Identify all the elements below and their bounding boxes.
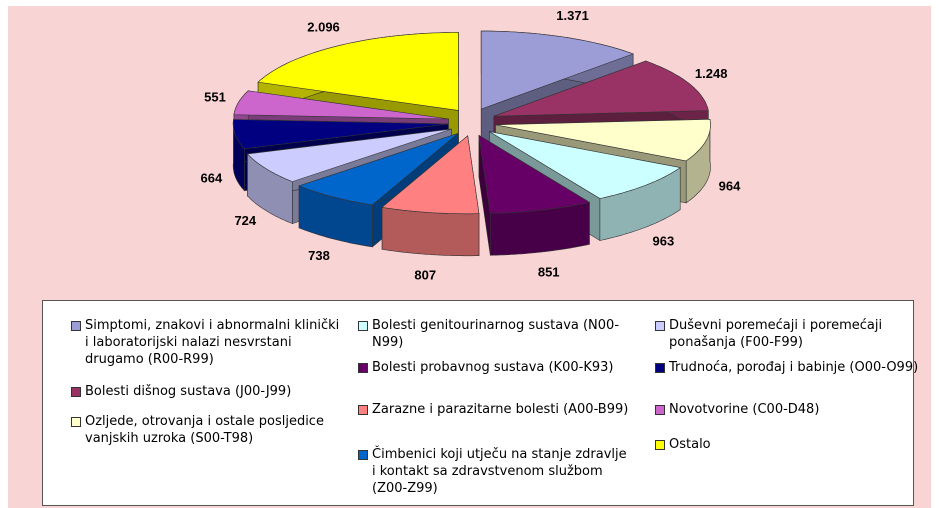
legend-swatch	[655, 321, 665, 331]
legend-label: Novotvorine (C00-D48)	[669, 402, 820, 417]
legend-item: Novotvorine (C00-D48)	[655, 401, 919, 418]
legend-label: Duševni poremećaji i poremećaji ponašanj…	[669, 318, 883, 350]
legend-item: Zarazne i parazitarne bolesti (A00-B99)	[358, 401, 632, 418]
legend-swatch	[358, 450, 368, 460]
slice-top	[493, 60, 709, 117]
legend-item: Bolesti dišnog sustava (J00-J99)	[71, 383, 340, 400]
legend-swatch	[358, 321, 368, 331]
data-label: 724	[234, 213, 256, 228]
chart: 1.371 1.248 964 963 851 807 738 724 664 551 2.096	[201, 8, 742, 283]
legend-item: Duševni poremećaji i poremećaji ponašanj…	[655, 317, 919, 351]
legend-item: Bolesti genitourinarnog sustava (N00-N99…	[358, 317, 632, 351]
legend-label: Ostalo	[669, 437, 711, 452]
slice-top	[246, 128, 452, 182]
slice-top	[495, 118, 711, 162]
legend-label: Ozljede, otrovanja i ostale posljedice v…	[85, 414, 324, 446]
data-label: 738	[308, 248, 330, 263]
legend-label: Trudnoća, porođaj i babinje (O00-O99)	[669, 360, 919, 375]
legend-item: Trudnoća, porođaj i babinje (O00-O99)	[655, 359, 919, 376]
legend-swatch	[71, 417, 81, 427]
legend-item: Bolesti probavnog sustava (K00-K93)	[358, 359, 632, 376]
data-label: 851	[538, 264, 560, 279]
slice-top	[381, 135, 480, 215]
legend-swatch	[71, 387, 81, 397]
slice-wall	[381, 206, 480, 257]
data-label: 551	[204, 89, 226, 104]
slice-top	[233, 90, 449, 120]
legend-item: Ostalo	[655, 436, 919, 453]
data-label: 1.371	[556, 8, 589, 23]
data-label: 807	[414, 268, 436, 283]
legend-item: Simptomi, znakovi i abnormalni klinički …	[71, 317, 340, 368]
slice-top	[298, 133, 459, 206]
legend-swatch	[71, 321, 81, 331]
slice-top	[478, 134, 591, 214]
legend: Simptomi, znakovi i abnormalni klinički …	[42, 300, 918, 506]
pie-slice	[381, 135, 480, 257]
legend-label: Bolesti probavnog sustava (K00-K93)	[372, 360, 614, 375]
legend-swatch	[655, 440, 665, 450]
legend-label: Zarazne i parazitarne bolesti (A00-B99)	[372, 402, 629, 417]
legend-label: Čimbenici koji utječu na stanje zdravlje…	[372, 447, 627, 496]
data-label: 1.248	[695, 66, 728, 81]
legend-swatch	[358, 363, 368, 373]
data-label: 2.096	[307, 19, 340, 34]
legend-label: Simptomi, znakovi i abnormalni klinički …	[85, 318, 340, 367]
legend-item: Čimbenici koji utječu na stanje zdravlje…	[358, 446, 632, 497]
legend-swatch	[655, 405, 665, 415]
data-label: 964	[719, 179, 741, 194]
slice-top	[489, 131, 681, 199]
data-label: 963	[653, 234, 675, 249]
legend-item: Ozljede, otrovanja i ostale posljedice v…	[71, 413, 340, 447]
slice-top	[480, 30, 634, 110]
legend-swatch	[655, 363, 665, 373]
legend-label: Bolesti genitourinarnog sustava (N00-N99…	[372, 318, 620, 350]
pie-slice	[478, 134, 591, 256]
slice-top	[257, 32, 459, 111]
legend-label: Bolesti dišnog sustava (J00-J99)	[85, 384, 292, 399]
data-label: 664	[201, 171, 223, 186]
slice-top	[232, 119, 449, 150]
legend-swatch	[358, 405, 368, 415]
